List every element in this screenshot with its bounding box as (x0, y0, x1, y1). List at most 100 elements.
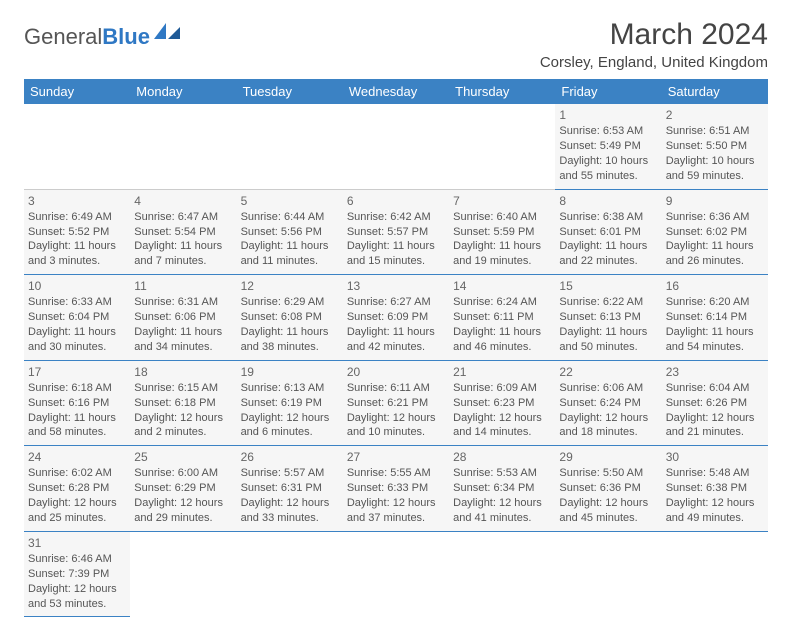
sunrise-text: Sunrise: 5:48 AM (666, 466, 764, 481)
calendar-empty-cell (237, 104, 343, 189)
daylight-text: Daylight: 12 hours and 10 minutes. (347, 411, 445, 441)
sunset-text: Sunset: 6:34 PM (453, 481, 551, 496)
day-number: 21 (453, 364, 551, 380)
daylight-text: Daylight: 10 hours and 59 minutes. (666, 154, 764, 184)
daylight-text: Daylight: 11 hours and 26 minutes. (666, 239, 764, 269)
calendar-body: 1Sunrise: 6:53 AMSunset: 5:49 PMDaylight… (24, 104, 768, 617)
day-number: 17 (28, 364, 126, 380)
calendar-day-cell: 8Sunrise: 6:38 AMSunset: 6:01 PMDaylight… (555, 189, 661, 275)
calendar-empty-cell (343, 104, 449, 189)
sunrise-text: Sunrise: 6:46 AM (28, 552, 126, 567)
sunset-text: Sunset: 6:18 PM (134, 396, 232, 411)
sunset-text: Sunset: 5:54 PM (134, 225, 232, 240)
day-number: 25 (134, 449, 232, 465)
sunset-text: Sunset: 6:13 PM (559, 310, 657, 325)
weekday-header: Saturday (662, 79, 768, 104)
day-number: 20 (347, 364, 445, 380)
sunrise-text: Sunrise: 6:47 AM (134, 210, 232, 225)
daylight-text: Daylight: 10 hours and 55 minutes. (559, 154, 657, 184)
weekday-header-row: SundayMondayTuesdayWednesdayThursdayFrid… (24, 79, 768, 104)
day-number: 8 (559, 193, 657, 209)
daylight-text: Daylight: 12 hours and 21 minutes. (666, 411, 764, 441)
calendar-day-cell: 29Sunrise: 5:50 AMSunset: 6:36 PMDayligh… (555, 446, 661, 532)
calendar-day-cell: 6Sunrise: 6:42 AMSunset: 5:57 PMDaylight… (343, 189, 449, 275)
sunrise-text: Sunrise: 6:33 AM (28, 295, 126, 310)
day-number: 5 (241, 193, 339, 209)
sunrise-text: Sunrise: 6:09 AM (453, 381, 551, 396)
sunset-text: Sunset: 6:28 PM (28, 481, 126, 496)
daylight-text: Daylight: 12 hours and 33 minutes. (241, 496, 339, 526)
sunrise-text: Sunrise: 6:31 AM (134, 295, 232, 310)
sunset-text: Sunset: 6:36 PM (559, 481, 657, 496)
sunrise-text: Sunrise: 6:51 AM (666, 124, 764, 139)
day-number: 3 (28, 193, 126, 209)
sunrise-text: Sunrise: 6:42 AM (347, 210, 445, 225)
calendar-day-cell: 1Sunrise: 6:53 AMSunset: 5:49 PMDaylight… (555, 104, 661, 189)
sunset-text: Sunset: 6:16 PM (28, 396, 126, 411)
day-number: 26 (241, 449, 339, 465)
sunrise-text: Sunrise: 5:57 AM (241, 466, 339, 481)
day-number: 4 (134, 193, 232, 209)
sunset-text: Sunset: 5:56 PM (241, 225, 339, 240)
sunrise-text: Sunrise: 6:49 AM (28, 210, 126, 225)
calendar-day-cell: 26Sunrise: 5:57 AMSunset: 6:31 PMDayligh… (237, 446, 343, 532)
calendar-empty-cell (343, 531, 449, 617)
sunset-text: Sunset: 6:09 PM (347, 310, 445, 325)
daylight-text: Daylight: 11 hours and 46 minutes. (453, 325, 551, 355)
sunrise-text: Sunrise: 6:18 AM (28, 381, 126, 396)
calendar-week-row: 17Sunrise: 6:18 AMSunset: 6:16 PMDayligh… (24, 360, 768, 446)
daylight-text: Daylight: 12 hours and 6 minutes. (241, 411, 339, 441)
calendar-day-cell: 2Sunrise: 6:51 AMSunset: 5:50 PMDaylight… (662, 104, 768, 189)
sunset-text: Sunset: 5:52 PM (28, 225, 126, 240)
day-number: 24 (28, 449, 126, 465)
weekday-header: Thursday (449, 79, 555, 104)
sunset-text: Sunset: 6:31 PM (241, 481, 339, 496)
day-number: 30 (666, 449, 764, 465)
calendar-week-row: 10Sunrise: 6:33 AMSunset: 6:04 PMDayligh… (24, 275, 768, 361)
calendar-day-cell: 12Sunrise: 6:29 AMSunset: 6:08 PMDayligh… (237, 275, 343, 361)
calendar-day-cell: 22Sunrise: 6:06 AMSunset: 6:24 PMDayligh… (555, 360, 661, 446)
daylight-text: Daylight: 12 hours and 41 minutes. (453, 496, 551, 526)
sunrise-text: Sunrise: 6:22 AM (559, 295, 657, 310)
calendar-day-cell: 9Sunrise: 6:36 AMSunset: 6:02 PMDaylight… (662, 189, 768, 275)
daylight-text: Daylight: 12 hours and 53 minutes. (28, 582, 126, 612)
daylight-text: Daylight: 11 hours and 58 minutes. (28, 411, 126, 441)
calendar-day-cell: 14Sunrise: 6:24 AMSunset: 6:11 PMDayligh… (449, 275, 555, 361)
title-block: March 2024 Corsley, England, United King… (540, 18, 768, 71)
daylight-text: Daylight: 11 hours and 54 minutes. (666, 325, 764, 355)
weekday-header: Tuesday (237, 79, 343, 104)
daylight-text: Daylight: 11 hours and 15 minutes. (347, 239, 445, 269)
sunset-text: Sunset: 6:11 PM (453, 310, 551, 325)
daylight-text: Daylight: 12 hours and 14 minutes. (453, 411, 551, 441)
daylight-text: Daylight: 11 hours and 42 minutes. (347, 325, 445, 355)
sunset-text: Sunset: 5:50 PM (666, 139, 764, 154)
day-number: 18 (134, 364, 232, 380)
sunset-text: Sunset: 6:24 PM (559, 396, 657, 411)
daylight-text: Daylight: 11 hours and 11 minutes. (241, 239, 339, 269)
day-number: 7 (453, 193, 551, 209)
calendar-empty-cell (449, 531, 555, 617)
sunrise-text: Sunrise: 6:00 AM (134, 466, 232, 481)
sunrise-text: Sunrise: 6:38 AM (559, 210, 657, 225)
calendar-day-cell: 7Sunrise: 6:40 AMSunset: 5:59 PMDaylight… (449, 189, 555, 275)
daylight-text: Daylight: 11 hours and 34 minutes. (134, 325, 232, 355)
sunrise-text: Sunrise: 6:27 AM (347, 295, 445, 310)
daylight-text: Daylight: 11 hours and 7 minutes. (134, 239, 232, 269)
sunset-text: Sunset: 6:26 PM (666, 396, 764, 411)
sunset-text: Sunset: 6:33 PM (347, 481, 445, 496)
calendar-day-cell: 25Sunrise: 6:00 AMSunset: 6:29 PMDayligh… (130, 446, 236, 532)
day-number: 31 (28, 535, 126, 551)
daylight-text: Daylight: 12 hours and 49 minutes. (666, 496, 764, 526)
day-number: 11 (134, 278, 232, 294)
logo-text: GeneralBlue (24, 24, 150, 50)
sunrise-text: Sunrise: 6:29 AM (241, 295, 339, 310)
calendar-day-cell: 23Sunrise: 6:04 AMSunset: 6:26 PMDayligh… (662, 360, 768, 446)
calendar-table: SundayMondayTuesdayWednesdayThursdayFrid… (24, 79, 768, 617)
sunset-text: Sunset: 6:14 PM (666, 310, 764, 325)
daylight-text: Daylight: 12 hours and 45 minutes. (559, 496, 657, 526)
day-number: 29 (559, 449, 657, 465)
daylight-text: Daylight: 11 hours and 3 minutes. (28, 239, 126, 269)
sunset-text: Sunset: 6:19 PM (241, 396, 339, 411)
sunrise-text: Sunrise: 5:55 AM (347, 466, 445, 481)
calendar-day-cell: 17Sunrise: 6:18 AMSunset: 6:16 PMDayligh… (24, 360, 130, 446)
